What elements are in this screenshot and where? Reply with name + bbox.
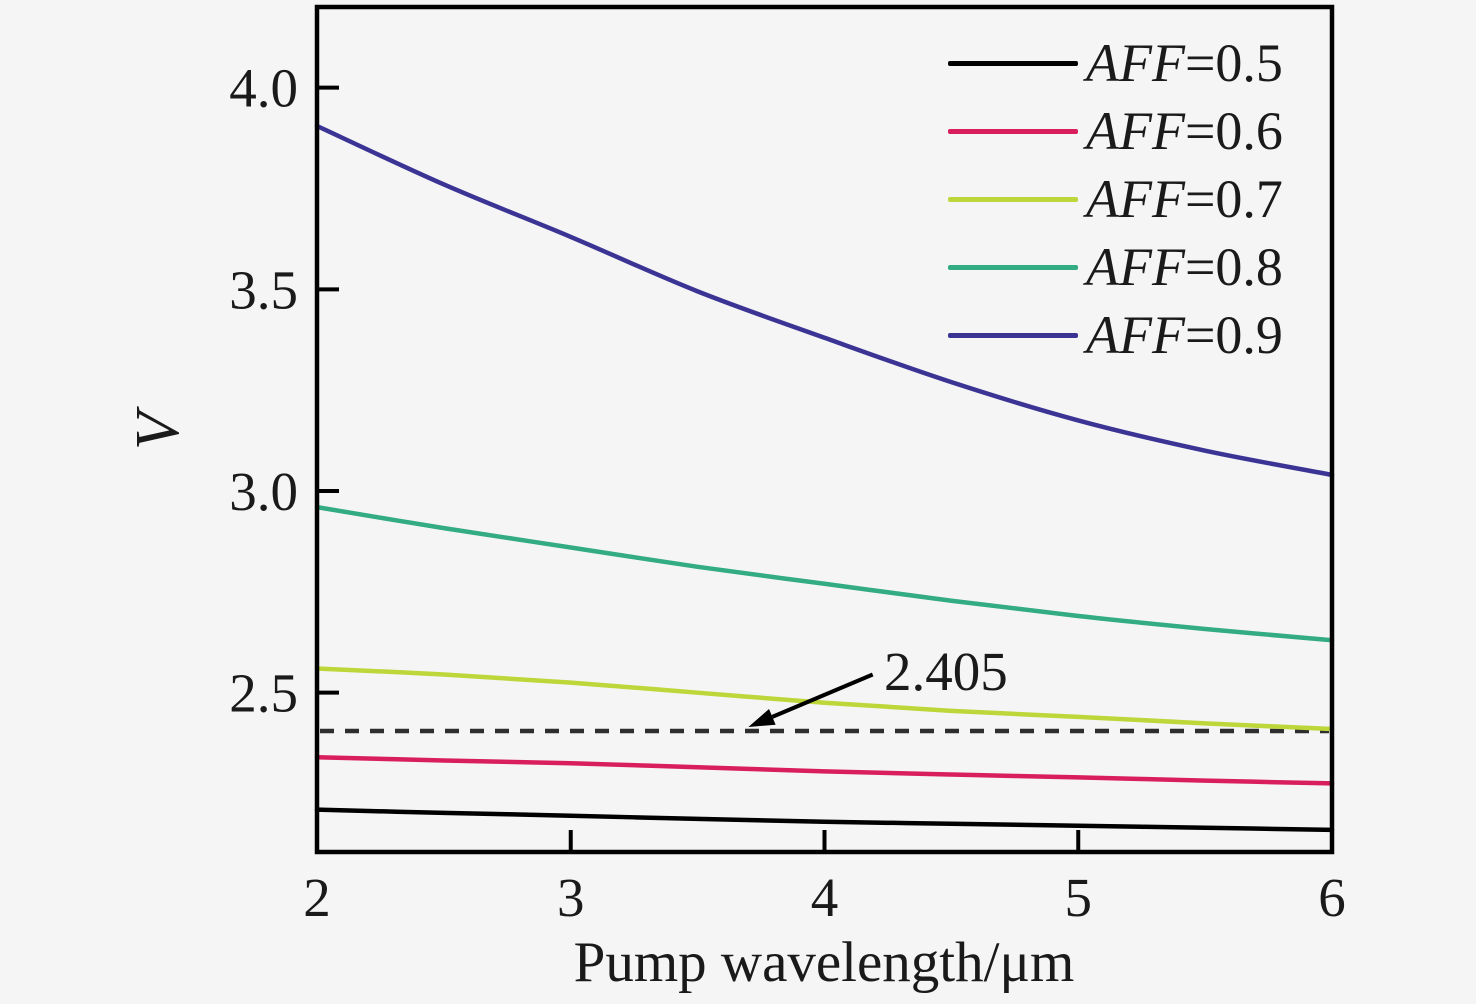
legend-series-name: AFF [1086, 33, 1185, 93]
legend-line-swatch [948, 264, 1078, 270]
y-tick-label: 2.5 [229, 663, 298, 724]
legend-series-value: =0.6 [1184, 101, 1283, 161]
series-line-0 [314, 807, 1335, 833]
legend-label: AFF=0.6 [1086, 104, 1283, 158]
legend-row-aff-0-5: AFF=0.5 [948, 29, 1283, 97]
x-tick-label: 6 [1318, 867, 1346, 928]
legend-label: AFF=0.5 [1086, 36, 1283, 90]
legend-row-aff-0-9: AFF=0.9 [948, 301, 1283, 369]
legend-label: AFF=0.7 [1086, 172, 1283, 226]
annotation-arrowhead [748, 709, 776, 727]
legend-line-swatch [948, 128, 1078, 134]
legend-label: AFF=0.8 [1086, 240, 1283, 294]
y-axis-label: V [124, 412, 192, 450]
x-tick-label: 4 [811, 867, 839, 928]
legend-series-value: =0.7 [1184, 169, 1283, 229]
y-tick-label: 3.5 [229, 259, 298, 320]
legend-series-name: AFF [1086, 305, 1185, 365]
annotation-label: 2.405 [884, 641, 1008, 702]
series-line-1 [314, 754, 1335, 786]
legend: AFF=0.5 AFF=0.6 AFF=0.7 AFF=0.8 AFF=0.9 [948, 29, 1283, 369]
legend-series-name: AFF [1086, 101, 1185, 161]
legend-series-value: =0.8 [1184, 237, 1283, 297]
legend-row-aff-0-6: AFF=0.6 [948, 97, 1283, 165]
legend-series-value: =0.5 [1184, 33, 1283, 93]
legend-row-aff-0-8: AFF=0.8 [948, 233, 1283, 301]
legend-line-swatch [948, 60, 1078, 66]
series-line-3 [314, 504, 1335, 643]
series-line-4 [314, 123, 1335, 478]
y-tick-label: 3.0 [229, 461, 298, 522]
legend-row-aff-0-7: AFF=0.7 [948, 165, 1283, 233]
legend-label: AFF=0.9 [1086, 308, 1283, 362]
plot-frame [314, 4, 1335, 855]
x-tick-label: 5 [1065, 867, 1093, 928]
legend-series-value: =0.9 [1184, 305, 1283, 365]
x-tick-label: 2 [303, 867, 331, 928]
legend-series-name: AFF [1086, 237, 1185, 297]
x-tick-label: 3 [557, 867, 585, 928]
y-tick-label: 4.0 [229, 58, 298, 119]
annotation-arrow [771, 672, 874, 719]
series-line-2 [314, 666, 1335, 732]
legend-line-swatch [948, 196, 1078, 202]
legend-line-swatch [948, 332, 1078, 338]
x-axis-label: Pump wavelength/μm [573, 931, 1075, 994]
legend-series-name: AFF [1086, 169, 1185, 229]
